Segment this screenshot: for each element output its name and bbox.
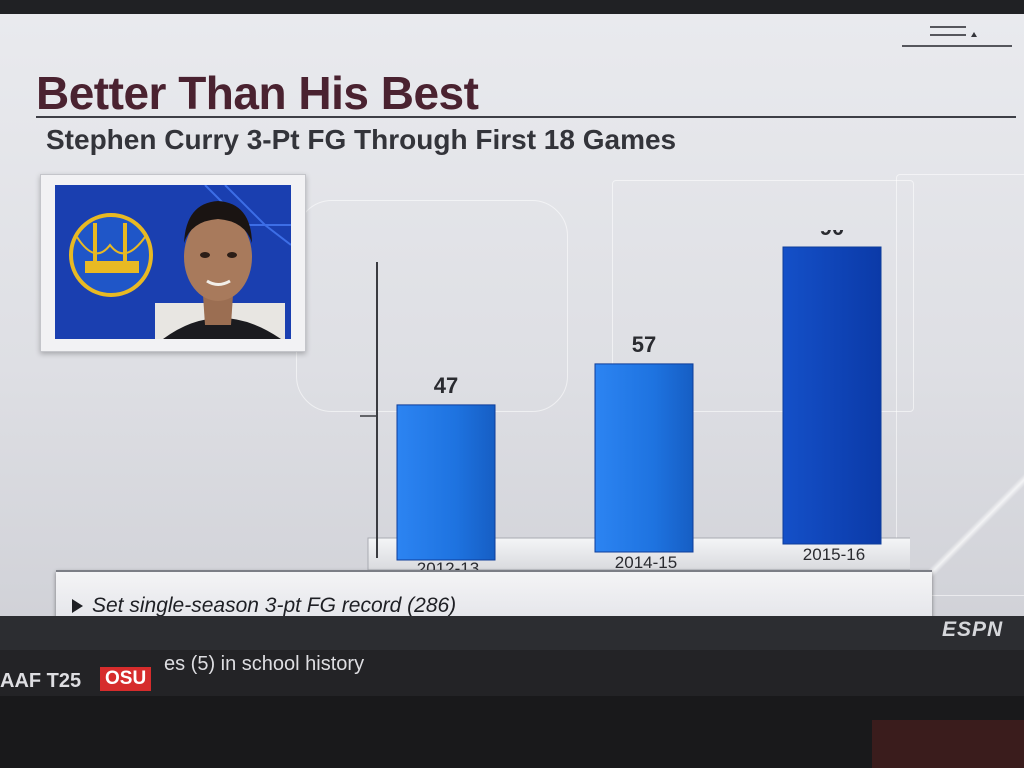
bar-2015-16 [782,246,882,545]
lower-third-text: Set single-season 3-pt FG record (286) [92,594,457,617]
player-portrait-image [55,185,291,339]
network-strip [0,616,1024,650]
team-logo-icon [69,213,153,297]
title-divider [36,116,1016,118]
ticker-team-badge: OSU [100,667,152,691]
tv-bezel-bottom [0,696,1024,768]
data-label-2015-16: 90 [820,230,844,240]
bottom-ticker [0,650,1024,696]
menu-icon [930,26,977,44]
data-label-2014-15: 57 [632,332,656,357]
corner-rule [902,45,1012,47]
x-tick-label-2015-16: 2015-16 [803,545,865,564]
ticker-headline: es (5) in school history [164,653,365,675]
graphic-title: Better Than His Best [36,67,479,119]
x-tick-label-2014-15: 2014-15 [615,553,677,572]
espn-logo: ESPN [942,618,1004,641]
bar-2012-13 [396,404,496,561]
play-arrow-icon [72,599,83,613]
player-headshot [155,201,285,339]
bar-2014-15 [594,363,694,553]
background-panel [612,180,914,412]
player-photo [40,174,306,352]
ticker-label: AAF T25 [0,670,82,692]
data-label-2012-13: 47 [434,373,458,398]
graphic-subtitle: Stephen Curry 3-Pt FG Through First 18 G… [46,124,677,155]
tv-stand-reflection [872,720,1024,768]
